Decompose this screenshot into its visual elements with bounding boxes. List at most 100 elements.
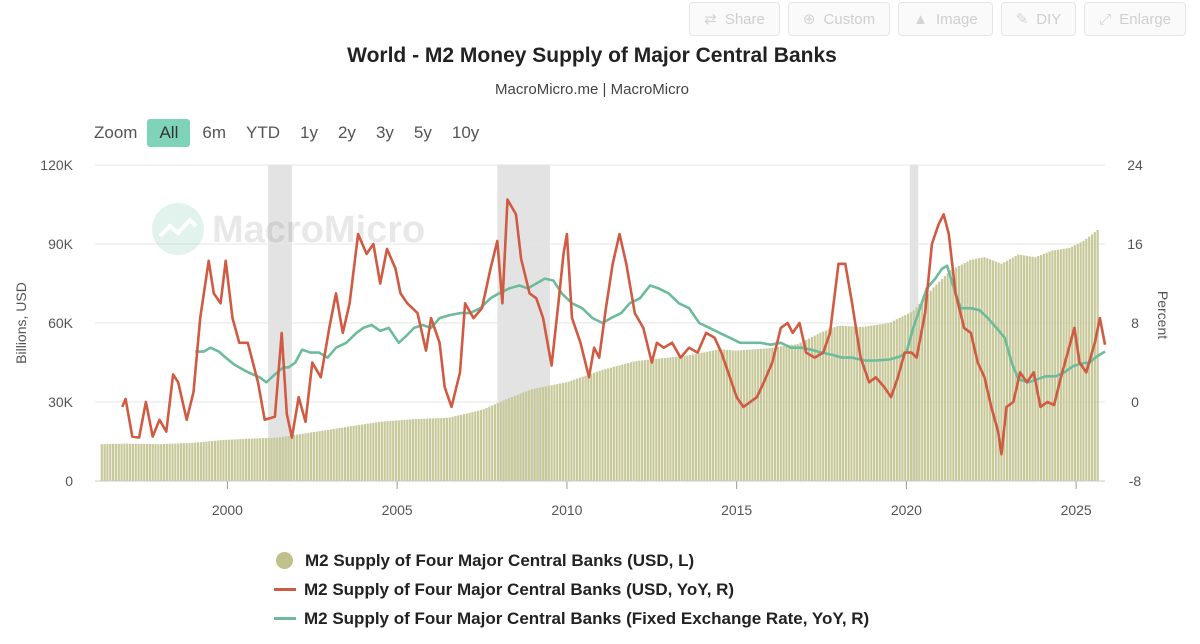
m2-bar bbox=[1082, 240, 1085, 481]
m2-bar bbox=[807, 338, 811, 481]
m2-bar bbox=[706, 351, 709, 481]
legend-line-icon bbox=[274, 617, 296, 620]
m2-bar bbox=[609, 367, 613, 481]
zoom-1y-button[interactable]: 1y bbox=[300, 123, 318, 142]
zoom-ytd-button[interactable]: YTD bbox=[246, 123, 280, 142]
m2-bar bbox=[581, 376, 584, 481]
m2-bar bbox=[465, 413, 468, 481]
m2-bar bbox=[742, 350, 746, 481]
m2-bar bbox=[892, 320, 896, 481]
m2-bar bbox=[137, 443, 140, 481]
m2-bar bbox=[878, 324, 881, 481]
m2-bar bbox=[697, 353, 700, 481]
m2-bar bbox=[519, 393, 522, 481]
m2-bar bbox=[1037, 256, 1040, 481]
m2-bar bbox=[355, 425, 358, 481]
m2-bar bbox=[612, 366, 615, 481]
m2-bar bbox=[584, 375, 587, 481]
m2-bar bbox=[363, 424, 366, 481]
m2-bar bbox=[179, 443, 183, 481]
m2-bar bbox=[943, 276, 946, 481]
diy-button[interactable]: ✎ DIY bbox=[1000, 2, 1077, 36]
m2-bar bbox=[680, 356, 683, 481]
m2-bar bbox=[261, 438, 265, 481]
m2-bar bbox=[544, 386, 548, 481]
m2-bar bbox=[380, 421, 383, 481]
m2-bar bbox=[284, 436, 287, 481]
x-axis-tick-label: 2000 bbox=[212, 502, 243, 518]
share-icon: ⇄ bbox=[704, 11, 717, 28]
image-button-label: Image bbox=[935, 10, 978, 28]
m2-bar bbox=[694, 353, 698, 481]
m2-bar bbox=[539, 387, 542, 481]
m2-bar bbox=[196, 442, 200, 481]
legend-item-m2-usd[interactable]: M2 Supply of Four Major Central Banks (U… bbox=[272, 546, 869, 575]
m2-bar bbox=[1039, 254, 1043, 481]
m2-bar bbox=[160, 444, 163, 481]
m2-bar bbox=[1085, 238, 1088, 481]
m2-bar bbox=[932, 287, 935, 481]
chart-axes: 0 30K 60K 90K 120K -8 0 8 16 24 2000 2005 2010 2015 20… bbox=[13, 157, 1171, 518]
custom-button[interactable]: ⊕ Custom bbox=[787, 2, 891, 36]
m2-bar bbox=[887, 323, 890, 481]
m2-bar bbox=[1008, 259, 1012, 481]
m2-bar bbox=[994, 261, 997, 481]
m2-bar bbox=[443, 417, 446, 481]
share-button[interactable]: ⇄ Share bbox=[689, 2, 780, 36]
m2-bar bbox=[802, 341, 805, 481]
left-axis-title: Billions, USD bbox=[13, 282, 29, 364]
m2-bar bbox=[564, 382, 567, 481]
m2-bar bbox=[315, 431, 318, 481]
m2-bar bbox=[638, 360, 641, 481]
m2-bar bbox=[471, 412, 474, 481]
image-button[interactable]: ▲ Image bbox=[898, 2, 993, 36]
m2-bar bbox=[629, 362, 632, 481]
m2-bar bbox=[406, 419, 409, 481]
m2-bar bbox=[861, 326, 864, 481]
left-axis-tick-label: 60K bbox=[48, 315, 74, 331]
yoy-lines bbox=[121, 198, 1107, 456]
m2-bar bbox=[966, 261, 969, 481]
m2-bar bbox=[428, 418, 432, 481]
m2-chart[interactable]: MacroMicro 0 30K 60K 90K 120K -8 0 8 16 24 2000 200… bbox=[0, 0, 1200, 540]
m2-bar bbox=[327, 429, 330, 481]
m2-bar bbox=[516, 394, 519, 481]
m2-bar bbox=[904, 315, 907, 481]
zoom-5y-button[interactable]: 5y bbox=[413, 123, 432, 142]
zoom-6m-button[interactable]: 6m bbox=[202, 123, 226, 142]
m2-bar bbox=[1025, 255, 1029, 481]
m2-bar bbox=[853, 326, 856, 481]
m2-bar bbox=[162, 443, 166, 481]
chart-title: World - M2 Money Supply of Major Central… bbox=[347, 44, 837, 67]
enlarge-button[interactable]: ⤢ Enlarge bbox=[1084, 2, 1186, 36]
legend-item-m2-fixed-yoy[interactable]: M2 Supply of Four Major Central Banks (F… bbox=[272, 604, 869, 633]
m2-bar bbox=[906, 313, 910, 481]
legend-item-m2-usd-yoy[interactable]: M2 Supply of Four Major Central Banks (U… bbox=[272, 575, 869, 604]
m2-bar bbox=[225, 439, 228, 481]
m2-bar bbox=[281, 436, 284, 481]
zoom-2y-button[interactable]: 2y bbox=[337, 123, 356, 142]
legend-label-m2-fixed-yoy: M2 Supply of Four Major Central Banks (F… bbox=[304, 608, 870, 628]
m2-bar bbox=[635, 361, 638, 481]
m2-bar bbox=[276, 437, 279, 481]
m2-bar bbox=[205, 441, 208, 481]
m2-bar bbox=[810, 337, 813, 481]
m2-bar bbox=[536, 387, 539, 481]
m2-bar bbox=[148, 443, 151, 481]
m2-bar bbox=[1048, 251, 1051, 481]
right-axis-tick-label: 0 bbox=[1131, 394, 1139, 410]
m2-bar bbox=[318, 431, 321, 481]
left-axis-tick-label: 120K bbox=[40, 157, 73, 173]
m2-bar bbox=[946, 273, 949, 481]
right-axis-tick-label: 16 bbox=[1127, 236, 1143, 252]
m2-bar bbox=[683, 356, 686, 481]
zoom-10y-button[interactable]: 10y bbox=[451, 123, 480, 142]
m2-bar bbox=[346, 426, 350, 481]
m2-bar bbox=[165, 443, 168, 481]
m2-bar bbox=[128, 443, 132, 481]
m2-bar bbox=[134, 443, 137, 481]
zoom-3y-button[interactable]: 3y bbox=[375, 123, 394, 142]
m2-bar bbox=[791, 344, 794, 481]
zoom-all-button[interactable]: All bbox=[147, 119, 191, 147]
m2-bar bbox=[420, 418, 423, 481]
